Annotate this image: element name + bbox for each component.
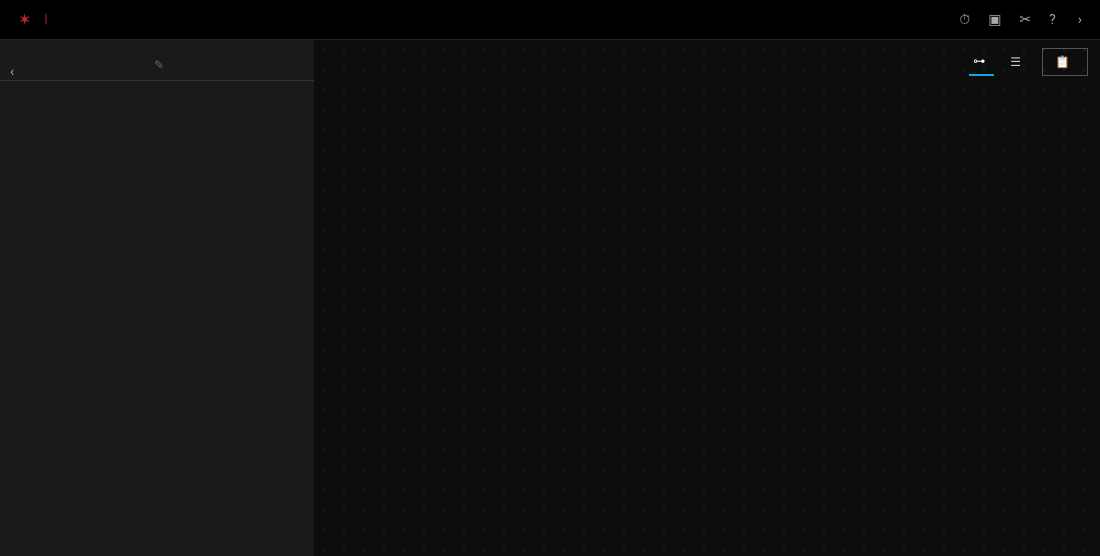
nodal-graph-tab[interactable]: ⊶ bbox=[969, 48, 994, 76]
image-icon[interactable]: ▣ bbox=[988, 12, 1001, 28]
top-bar: ✶ | ⏱ ▣ ✂ ? › bbox=[0, 0, 1100, 40]
main-content: ‹ ✎ ⊶ ☰ 📋 bbox=[0, 40, 1100, 556]
help-icon[interactable]: ? bbox=[1049, 12, 1056, 28]
graph-area[interactable]: ⊶ ☰ 📋 bbox=[314, 40, 1100, 556]
brand: ✶ | bbox=[18, 10, 55, 29]
brand-divider: | bbox=[44, 12, 48, 27]
graph-icon: ⊶ bbox=[973, 54, 985, 68]
back-button[interactable]: ‹ bbox=[10, 64, 14, 80]
sidebar: ‹ ✎ bbox=[0, 40, 314, 556]
stopwatch-icon[interactable]: ⏱ bbox=[959, 12, 970, 28]
journal-tasks-button[interactable]: 📋 bbox=[1042, 48, 1088, 76]
journal-icon: 📋 bbox=[1055, 55, 1070, 69]
tools-icon[interactable]: ✂ bbox=[1019, 12, 1031, 28]
graph-toolbar: ⊶ ☰ 📋 bbox=[969, 48, 1088, 76]
edit-icon[interactable]: ✎ bbox=[154, 58, 164, 72]
incident-title: ✎ bbox=[16, 58, 298, 72]
user-menu[interactable]: › bbox=[1074, 12, 1082, 28]
brand-icon: ✶ bbox=[18, 10, 32, 29]
indicators-list bbox=[0, 81, 314, 556]
incident-header: ‹ ✎ bbox=[0, 40, 314, 80]
list-icon: ☰ bbox=[1010, 55, 1021, 69]
chevron-right-icon: › bbox=[1078, 12, 1082, 28]
events-list-tab[interactable]: ☰ bbox=[1006, 49, 1030, 75]
top-right: ⏱ ▣ ✂ ? › bbox=[959, 12, 1082, 28]
